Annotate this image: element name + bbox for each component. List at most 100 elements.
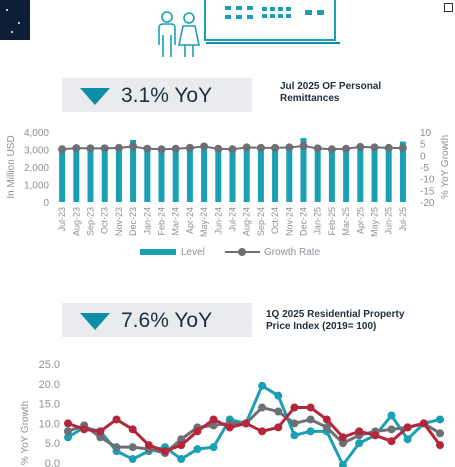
growth-rate-point bbox=[242, 143, 251, 152]
teal-series-point bbox=[338, 460, 347, 467]
teal-series-point bbox=[274, 391, 283, 400]
y-tick-label: 25.0 bbox=[39, 359, 60, 371]
growth-rate-point bbox=[398, 144, 407, 153]
grey-series-point bbox=[177, 435, 186, 444]
level-bar bbox=[73, 148, 80, 202]
x-tick-label: May-24 bbox=[199, 207, 209, 237]
crimson-series-point bbox=[193, 427, 202, 436]
checkbox[interactable] bbox=[444, 3, 453, 12]
x-tick-label: Aug-24 bbox=[242, 207, 252, 236]
x-tick-label: Nov-23 bbox=[114, 207, 124, 236]
x-tick-label: May-25 bbox=[370, 207, 380, 237]
grey-series-point bbox=[306, 415, 315, 424]
y2-tick-label: 5 bbox=[420, 140, 426, 151]
x-tick-label: Jan-24 bbox=[142, 207, 152, 235]
level-bar bbox=[158, 150, 165, 202]
person-icon bbox=[158, 11, 176, 57]
growth-rate-point bbox=[129, 142, 138, 151]
x-tick-label: Jul-24 bbox=[228, 207, 238, 232]
legend-swatch-growth-marker bbox=[238, 248, 246, 256]
y-tick-label: 0 bbox=[43, 198, 49, 209]
remittances-yoy-value: 3.1% YoY bbox=[121, 84, 213, 107]
teal-series-point bbox=[258, 381, 267, 390]
level-bar bbox=[399, 141, 406, 202]
star-icon bbox=[6, 9, 8, 11]
y2-tick-label: -15 bbox=[420, 186, 435, 197]
crimson-series-point bbox=[258, 427, 267, 436]
x-tick-label: Oct-24 bbox=[270, 207, 280, 234]
crimson-series-point bbox=[403, 423, 412, 432]
growth-rate-point bbox=[58, 145, 67, 154]
growth-rate-point bbox=[299, 142, 308, 150]
growth-rate-point bbox=[171, 144, 180, 153]
y2-axis-label: % YoY Growth bbox=[440, 135, 451, 199]
crimson-series-point bbox=[225, 423, 234, 432]
crimson-series-point bbox=[436, 441, 444, 450]
night-sky-corner bbox=[0, 0, 30, 40]
y-tick-label: 15.0 bbox=[39, 399, 60, 411]
legend-label-level: Level bbox=[181, 247, 205, 258]
level-bar bbox=[115, 148, 122, 202]
property-price-chart: 25.0 20.0 15.0 10.0 5.0 0.0 % YoY Growth bbox=[20, 359, 444, 467]
crimson-series-point bbox=[112, 415, 121, 424]
y2-tick-label: 0 bbox=[420, 151, 426, 162]
crimson-series-point bbox=[355, 427, 364, 436]
growth-rate-point bbox=[228, 145, 237, 154]
growth-rate-point bbox=[185, 143, 194, 152]
level-bar bbox=[172, 149, 179, 202]
x-tick-label: Feb-24 bbox=[157, 207, 167, 236]
x-tick-label: Jul-23 bbox=[57, 207, 67, 232]
grey-series-point bbox=[436, 429, 444, 438]
y-tick-label: 0.0 bbox=[45, 458, 60, 467]
teal-series-point bbox=[128, 455, 137, 464]
property-yoy-value: 7.6% YoY bbox=[121, 309, 213, 332]
x-tick-label: Apr-24 bbox=[185, 207, 195, 234]
x-tick-label: Oct-23 bbox=[100, 207, 110, 234]
crimson-series-point bbox=[419, 419, 428, 428]
x-tick-label: Apr-25 bbox=[355, 207, 365, 234]
level-bar bbox=[371, 146, 378, 202]
level-bar bbox=[385, 148, 392, 202]
crimson-series-point bbox=[322, 415, 331, 424]
y-tick-label: 5.0 bbox=[45, 438, 60, 450]
legend-label-growth: Growth Rate bbox=[264, 247, 321, 258]
crimson-series-point bbox=[64, 419, 72, 428]
teal-series-point bbox=[290, 431, 299, 440]
y-tick-label: 2,000 bbox=[24, 163, 49, 174]
teal-series-point bbox=[306, 427, 315, 436]
grey-series-point bbox=[258, 403, 267, 412]
x-tick-label: Jan-25 bbox=[313, 207, 323, 235]
growth-rate-point bbox=[157, 145, 166, 154]
x-tick-label: Jun-24 bbox=[213, 207, 223, 235]
grey-series-point bbox=[274, 407, 283, 416]
teal-series-point bbox=[177, 455, 186, 464]
x-tick-label: Dec-24 bbox=[299, 207, 309, 236]
x-tick-label: Sep-23 bbox=[86, 207, 96, 236]
y2-tick-label: 10 bbox=[420, 128, 432, 139]
grey-series-point bbox=[128, 443, 137, 452]
property-price-banner: 7.6% YoY bbox=[62, 303, 252, 337]
growth-rate-point bbox=[86, 144, 95, 153]
caption-line: Price Index (2019= 100) bbox=[266, 321, 377, 332]
level-bar bbox=[59, 148, 66, 202]
grey-series-point bbox=[387, 425, 396, 434]
x-tick-label: Mar-24 bbox=[171, 207, 181, 236]
growth-rate-point bbox=[327, 145, 336, 154]
level-bar bbox=[130, 139, 137, 202]
level-bar bbox=[314, 148, 321, 202]
x-tick-label: Mar-25 bbox=[341, 207, 351, 236]
teal-series-point bbox=[193, 445, 202, 454]
crimson-series-point bbox=[290, 403, 299, 412]
crimson-series-point bbox=[177, 441, 186, 450]
level-bar bbox=[243, 147, 250, 202]
growth-rate-point bbox=[342, 144, 351, 153]
grey-series-point bbox=[64, 427, 72, 436]
level-bar bbox=[328, 150, 335, 202]
y-axis-label: In Million USD bbox=[6, 135, 17, 198]
crimson-series-point bbox=[209, 415, 218, 424]
legend-swatch-level bbox=[140, 249, 176, 255]
level-bar bbox=[101, 149, 108, 202]
x-tick-label: Aug-23 bbox=[71, 207, 81, 236]
remittances-banner: 3.1% YoY bbox=[62, 78, 252, 112]
level-bar bbox=[215, 150, 222, 202]
